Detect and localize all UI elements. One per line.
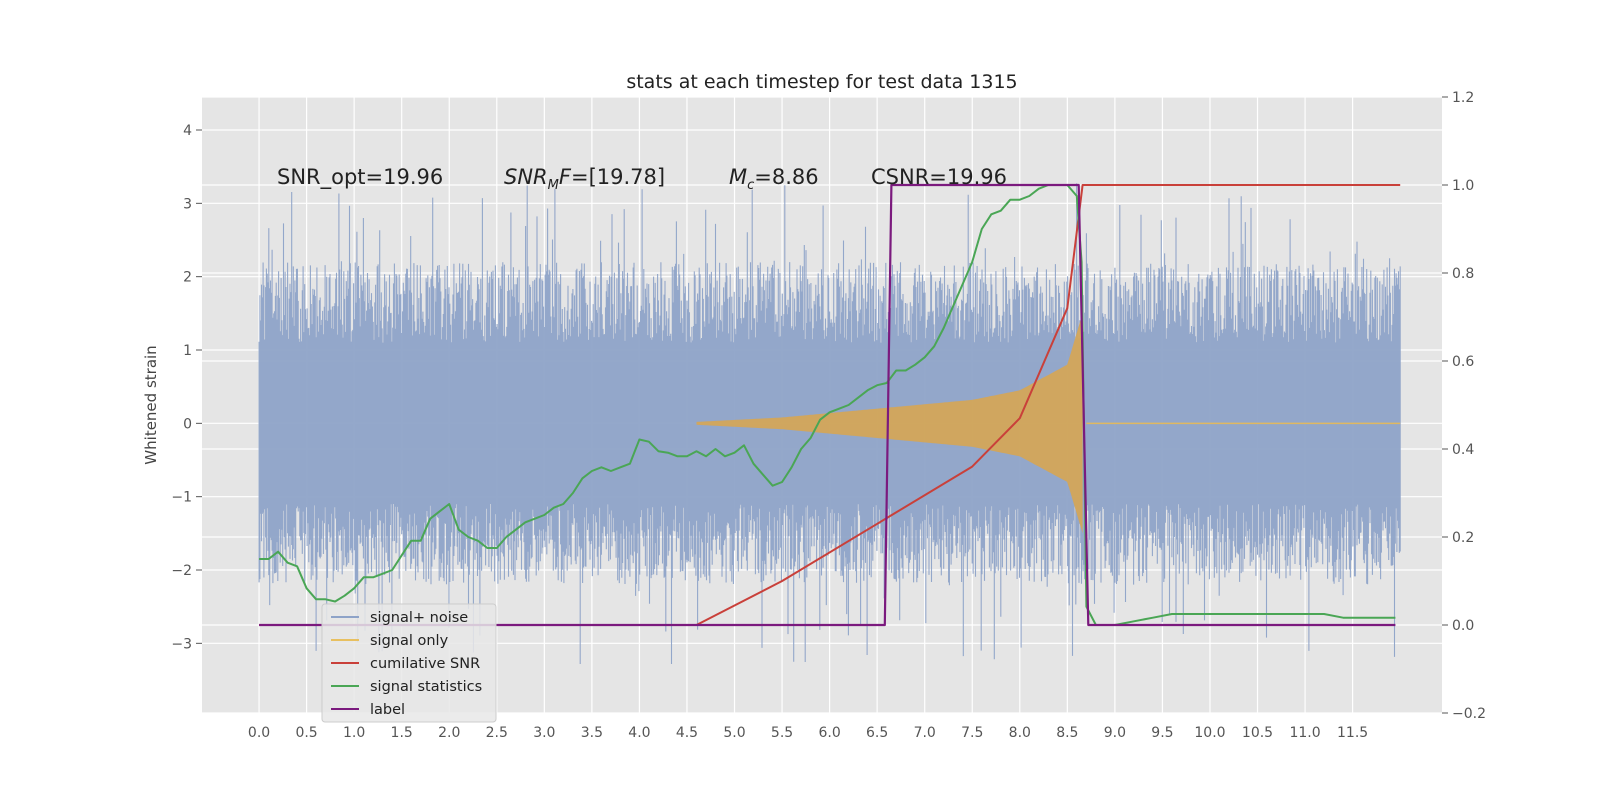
- x-tick-label: 8.0: [1009, 725, 1031, 741]
- x-tick-label: 7.0: [914, 725, 936, 741]
- legend-label-cumulative: cumilative SNR: [370, 656, 480, 672]
- x-tick-label: 2.0: [438, 725, 460, 741]
- x-tick-label: 4.0: [628, 725, 650, 741]
- x-tick-label: 5.0: [723, 725, 745, 741]
- signal-only-envelope: [696, 313, 1083, 534]
- annotation-snr-mf: SNRMF=[19.78]: [504, 165, 665, 193]
- x-tick-label: 1.5: [391, 725, 413, 741]
- y-tick-label: −2: [171, 563, 192, 579]
- x-tick-label: 6.0: [818, 725, 840, 741]
- x-tick-label: 9.0: [1104, 725, 1126, 741]
- legend: signal+ noise signal only cumilative SNR…: [321, 603, 497, 723]
- legend-entry-signal: signal only: [331, 633, 449, 649]
- x-tick-label: 2.5: [486, 725, 508, 741]
- x-tick-label: 0.5: [295, 725, 317, 741]
- legend-box: [321, 603, 497, 723]
- label-line: [259, 183, 1396, 627]
- y2-tick-label: −0.2: [1452, 706, 1486, 722]
- y2-tick-label: 0.0: [1452, 618, 1474, 634]
- y2-tick-label: 0.6: [1452, 354, 1474, 370]
- y2-tick-label: 0.4: [1452, 442, 1474, 458]
- x-tick-label: 9.5: [1151, 725, 1173, 741]
- y-axis-label: Whitened strain: [142, 345, 160, 464]
- x-tick-label: 0.0: [248, 725, 270, 741]
- legend-label-signal: signal only: [370, 633, 449, 649]
- y2-tick-label: 0.8: [1452, 266, 1474, 282]
- y-axis-ticks: 4 3 2 1 0 −1 −2 −3: [171, 123, 202, 652]
- y2-axis-ticks: 1.2 1.0 0.8 0.6 0.4 0.2 0.0 −0.2: [1442, 90, 1486, 722]
- x-tick-label: 4.5: [676, 725, 698, 741]
- legend-entry-cumulative: cumilative SNR: [331, 656, 480, 672]
- y2-tick-label: 1.2: [1452, 90, 1474, 106]
- x-tick-label: 8.5: [1056, 725, 1078, 741]
- y-tick-label: 2: [183, 270, 192, 286]
- x-tick-label: 7.5: [961, 725, 983, 741]
- y-tick-label: 0: [183, 416, 192, 432]
- y2-tick-label: 0.2: [1452, 530, 1474, 546]
- annotation-snr-opt: SNR_opt=19.96: [277, 165, 443, 190]
- annotation-snr-mf-value: [19.78]: [589, 165, 666, 189]
- annotation-mc-value: =8.86: [754, 165, 818, 189]
- x-tick-label: 5.5: [771, 725, 793, 741]
- legend-entry-label: label: [331, 702, 405, 718]
- y-tick-label: 3: [183, 196, 192, 212]
- annotation-csnr: CSNR=19.96: [871, 165, 1007, 189]
- y2-tick-label: 1.0: [1452, 178, 1474, 194]
- signal-only-series: [696, 313, 1401, 534]
- x-tick-label: 1.0: [343, 725, 365, 741]
- annotation-mc: Mc=8.86: [729, 165, 819, 193]
- x-tick-label: 6.5: [866, 725, 888, 741]
- cumulative-snr-line: [259, 184, 1401, 626]
- y-tick-label: 1: [183, 343, 192, 359]
- x-tick-label: 3.5: [581, 725, 603, 741]
- x-axis-ticks: 0.0 0.5 1.0 1.5 2.0 2.5 3.0 3.5 4.0 4.5 5.0 5.5 6.0 6…: [248, 725, 1368, 741]
- x-tick-label: 10.0: [1194, 725, 1225, 741]
- legend-label-noise: signal+ noise: [370, 610, 468, 626]
- legend-entry-statistics: signal statistics: [331, 679, 482, 695]
- legend-label-statistics: signal statistics: [370, 679, 482, 695]
- y-tick-label: 4: [183, 123, 192, 139]
- chart-title: stats at each timestep for test data 131…: [626, 71, 1017, 93]
- x-tick-label: 11.5: [1337, 725, 1368, 741]
- line-series-layer: [259, 183, 1401, 627]
- x-tick-label: 3.0: [533, 725, 555, 741]
- x-tick-label: 10.5: [1242, 725, 1273, 741]
- y-tick-label: −1: [171, 490, 192, 506]
- legend-label-label: label: [370, 702, 405, 718]
- x-tick-label: 11.0: [1289, 725, 1320, 741]
- y-tick-label: −3: [171, 636, 192, 652]
- legend-entry-noise: signal+ noise: [331, 610, 468, 626]
